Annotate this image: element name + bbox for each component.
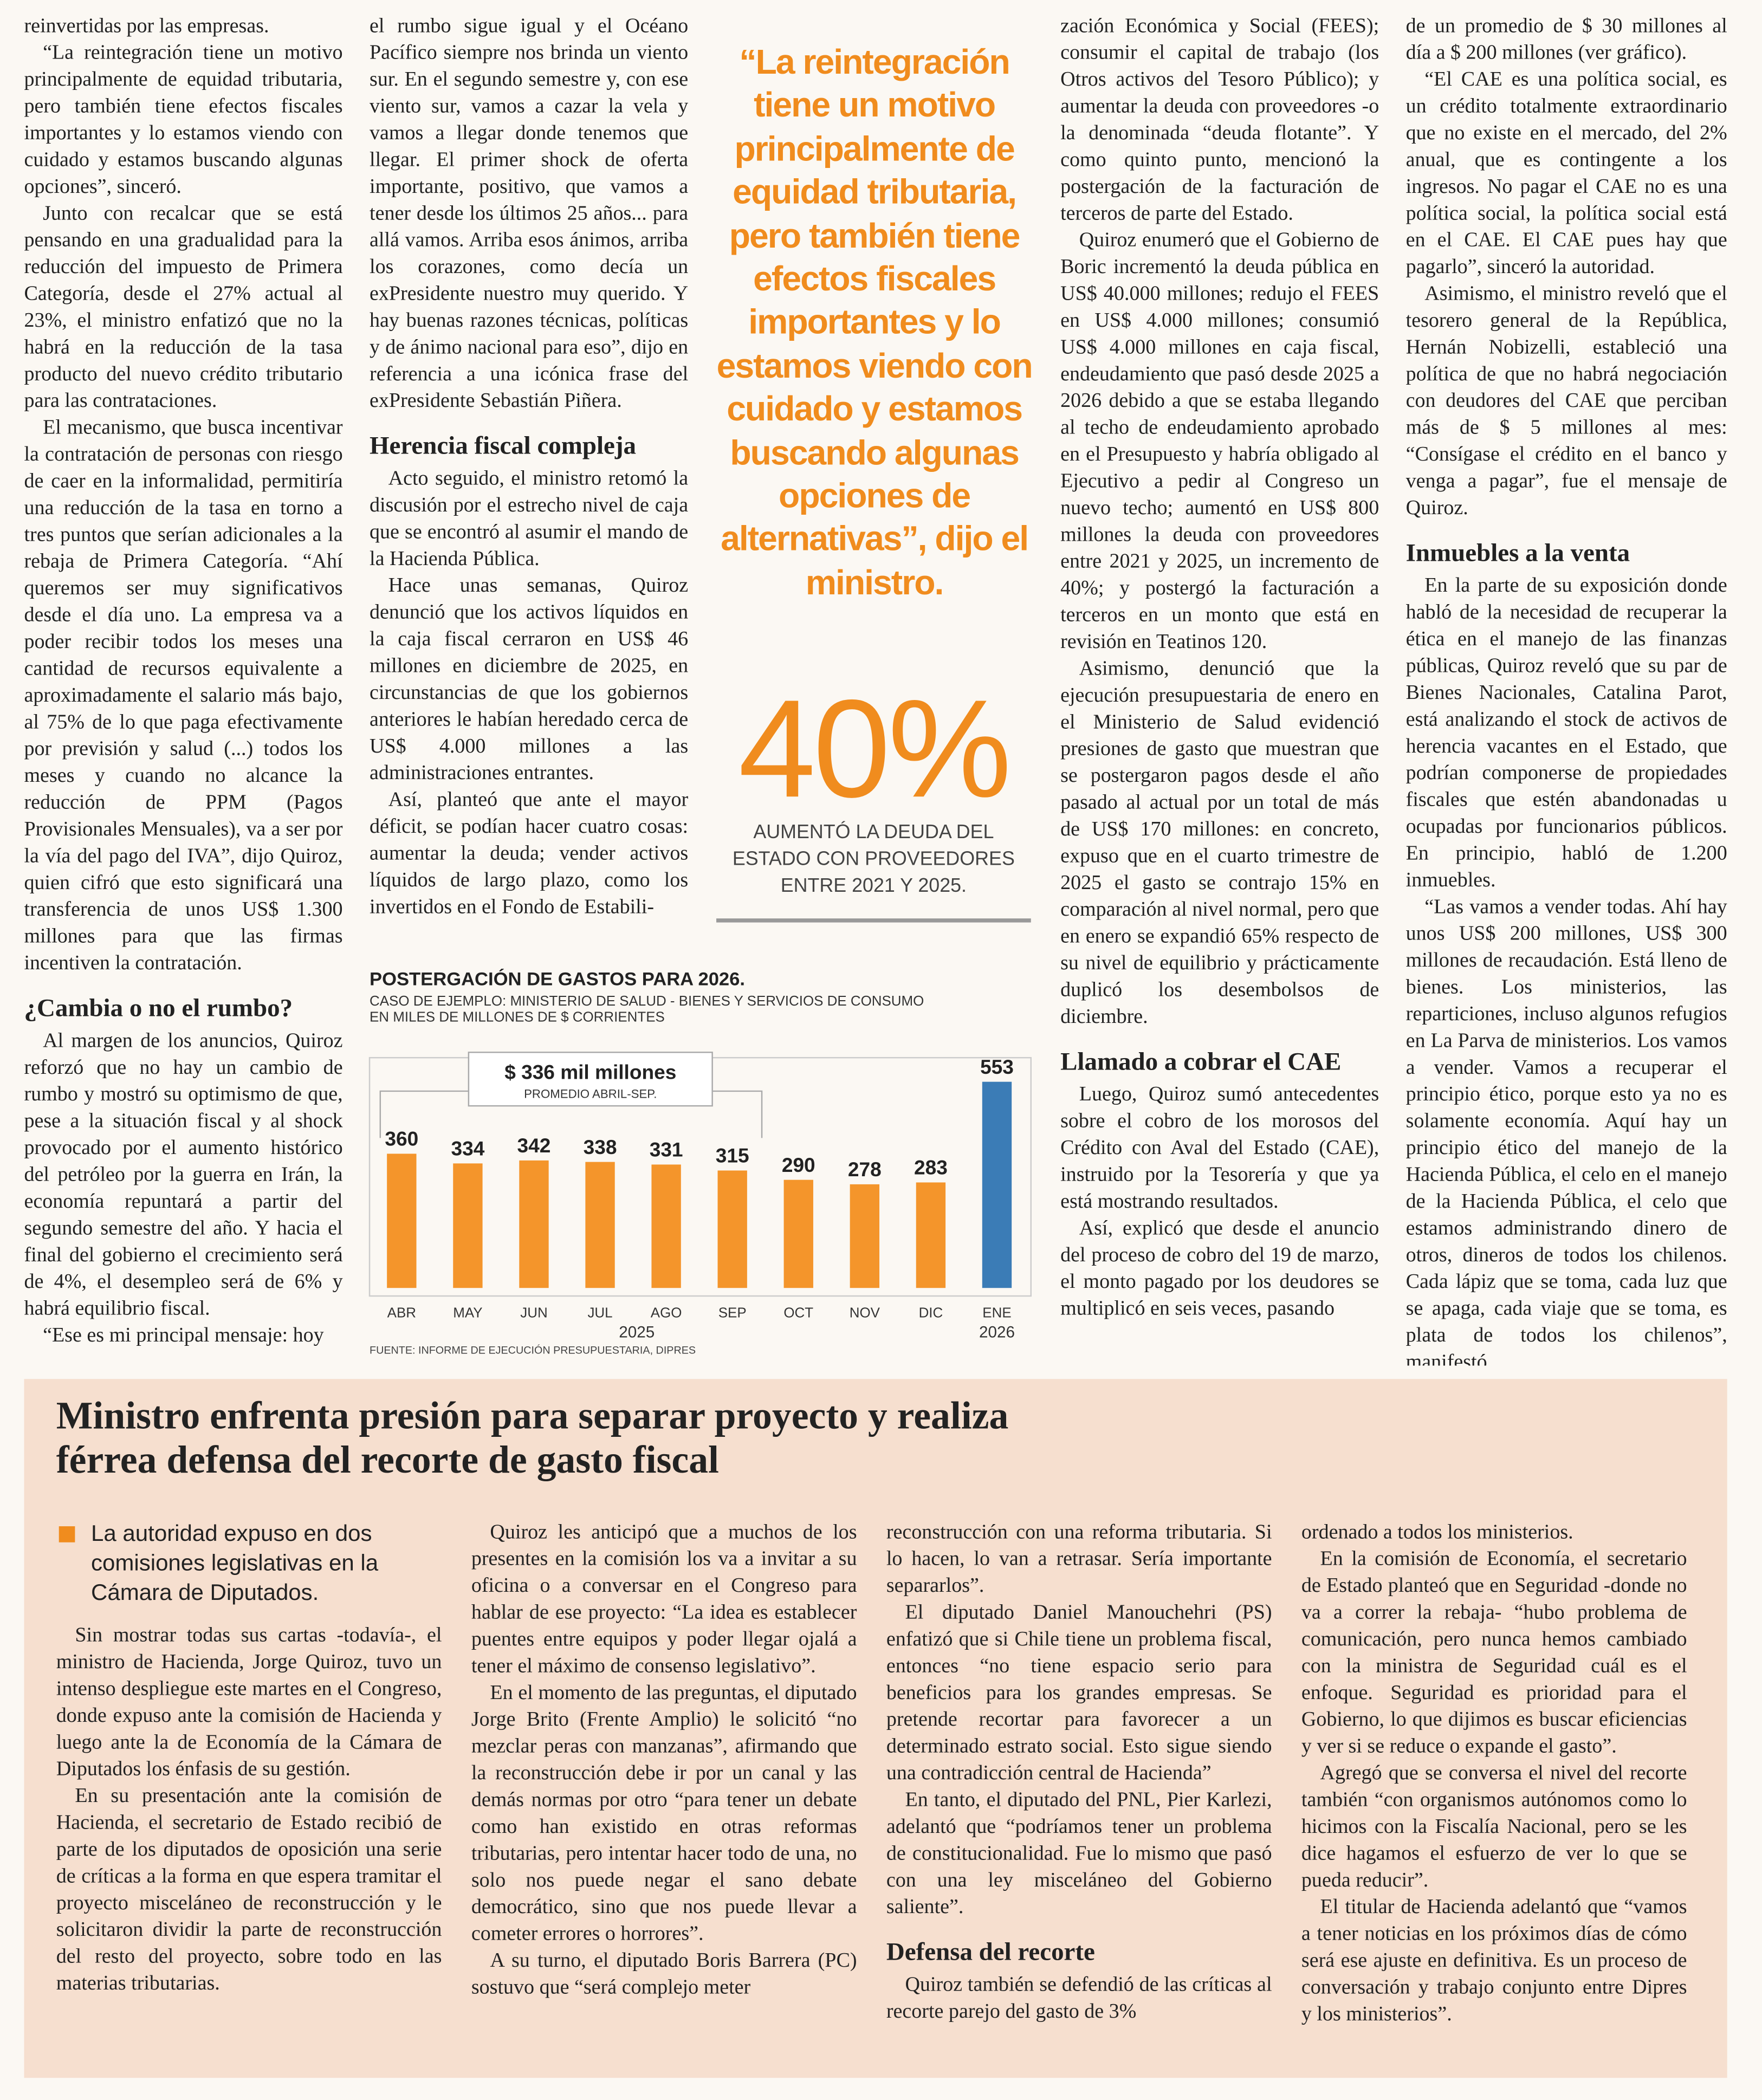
value-label: 342 (517, 1134, 551, 1157)
x-tick-label: OCT (783, 1306, 813, 1321)
paragraph: El titular de Hacienda adelantó que “vam… (1301, 1896, 1687, 2026)
paragraph: Sin mostrar todas sus cartas -todavía-, … (56, 1624, 442, 1781)
chart-title: POSTERGACIÓN DE GASTOS PARA 2026. (370, 968, 745, 990)
subheading: ¿Cambia o no el rumbo? (24, 995, 293, 1023)
value-label: 315 (716, 1144, 749, 1167)
x-tick-label: AGO (651, 1306, 682, 1321)
paragraph: Acto seguido, el ministro retomó la disc… (370, 467, 689, 571)
paragraph: Al margen de los anuncios, Quiroz reforz… (24, 1029, 343, 1320)
paragraph: el rumbo sigue igual y el Océano Pacífic… (370, 15, 689, 413)
article-lead: La autoridad expuso en dos comisiones le… (91, 1521, 379, 1605)
paragraph: “Ese es mi principal mensaje: hoy (43, 1324, 324, 1347)
text-column: Quiroz les anticipó que a muchos de los … (471, 1520, 857, 2071)
article-title: Ministro enfrenta presión para separar p… (56, 1395, 1009, 1482)
bar (850, 1184, 880, 1288)
paragraph: El diputado Daniel Manouchehri (PS) enfa… (886, 1601, 1272, 1785)
year-label: 2025 (619, 1324, 655, 1341)
subheading: Defensa del recorte (886, 1939, 1095, 1967)
paragraph: Así, explicó que desde el anuncio del pr… (1060, 1217, 1379, 1320)
text-column: Sin mostrar todas sus cartas -todavía-, … (56, 1623, 442, 2071)
chart-subtitle: EN MILES DE MILLONES DE $ CORRIENTES (370, 1009, 665, 1025)
highlight-figure: 40% (738, 672, 1012, 828)
paragraph: Agregó que se conversa el nivel del reco… (1301, 1761, 1687, 1892)
paragraph: Hace unas semanas, Quiroz denunció que l… (370, 574, 689, 785)
paragraph: En la parte de su exposición donde habló… (1405, 574, 1727, 892)
paragraph: Quiroz también se defendió de las crític… (886, 1973, 1272, 2023)
bullet (59, 1526, 75, 1542)
paragraph: zación Económica y Social (FEES); consum… (1060, 15, 1379, 225)
paragraph: En el momento de las preguntas, el diput… (471, 1681, 857, 1946)
paragraph: Junto con recalcar que se está pensando … (24, 202, 343, 413)
value-label: 334 (451, 1137, 484, 1160)
x-tick-label: JUL (587, 1306, 612, 1321)
text-column: reconstrucción con una reforma tributari… (886, 1520, 1272, 2071)
text-column: de un promedio de $ 30 millones al día a… (1405, 14, 1727, 1366)
value-label: 331 (650, 1138, 683, 1161)
paragraph: En la comisión de Economía, el secretari… (1301, 1547, 1687, 1758)
pull-quote: “La reintegración tiene un motivo princi… (716, 41, 1033, 602)
annotation-title: $ 336 mil millones (504, 1061, 676, 1084)
bar-chart: POSTERGACIÓN DE GASTOS PARA 2026. CASO DE… (368, 968, 1032, 1356)
year-label: 2026 (979, 1324, 1015, 1341)
annotation-subtitle: PROMEDIO ABRIL-SEP. (524, 1087, 657, 1100)
paragraph: Asimismo, denunció que la ejecución pres… (1060, 657, 1379, 1028)
chart-source: FUENTE: INFORME DE EJECUCIÓN PRESUPUESTA… (370, 1344, 696, 1356)
value-label: 360 (385, 1127, 418, 1150)
paragraph: A su turno, el diputado Boris Barrera (P… (471, 1949, 857, 1999)
value-label: 283 (914, 1156, 948, 1179)
paragraph: En su presentación ante la comisión de H… (56, 1784, 442, 1995)
paragraph: Quiroz les anticipó que a muchos de los … (471, 1521, 857, 1678)
article-box (24, 1379, 1727, 2078)
bar (982, 1081, 1012, 1288)
value-label: 290 (782, 1153, 815, 1176)
value-label: 338 (584, 1136, 617, 1158)
paragraph: En tanto, el diputado del PNL, Pier Karl… (886, 1788, 1272, 1919)
bar (916, 1182, 946, 1288)
subheading: Herencia fiscal compleja (370, 432, 637, 461)
paragraph: de un promedio de $ 30 millones al día a… (1405, 15, 1727, 64)
bar (717, 1170, 747, 1288)
x-tick-label: DIC (919, 1306, 943, 1321)
paragraph: “Las vamos a vender todas. Ahí hay unos … (1405, 896, 1727, 1366)
paragraph: reconstrucción con una reforma tributari… (886, 1521, 1272, 1598)
text-column: zación Económica y Social (FEES); consum… (1060, 14, 1379, 1366)
text-column: reinvertidas por las empresas. “La reinte… (24, 14, 342, 1366)
paragraph: “La reintegración tiene un motivo princi… (24, 41, 343, 198)
bar (453, 1163, 483, 1288)
x-tick-label: JUN (520, 1306, 547, 1321)
paragraph: reinvertidas por las empresas. (24, 15, 269, 38)
annotation-box (468, 1052, 713, 1107)
x-tick-label: MAY (453, 1306, 482, 1321)
chart-subtitle: CASO DE EJEMPLO: MINISTERIO DE SALUD - B… (370, 994, 924, 1009)
bar (651, 1164, 681, 1288)
text-column: el rumbo sigue igual y el Océano Pacífic… (370, 14, 688, 937)
text-column: ordenado a todos los ministerios. En la c… (1301, 1520, 1687, 2071)
value-label: 553 (980, 1055, 1014, 1078)
paragraph: Luego, Quiroz sumó antecedentes sobre el… (1060, 1083, 1379, 1213)
x-tick-label: ENE (982, 1306, 1011, 1321)
x-tick-label: NOV (850, 1306, 880, 1321)
x-tick-label: ABR (387, 1306, 416, 1321)
paragraph: ordenado a todos los ministerios. (1301, 1521, 1573, 1544)
paragraph: Así, planteó que ante el mayor déficit, … (370, 788, 689, 919)
subheading: Llamado a cobrar el CAE (1060, 1048, 1342, 1077)
bar (585, 1162, 615, 1288)
x-tick-label: SEP (718, 1306, 747, 1321)
highlight-caption: AUMENTÓ LA DEUDA DEL ESTADO CON PROVEEDO… (732, 822, 1015, 897)
bar (519, 1160, 549, 1288)
paragraph: “El CAE es una política social, es un cr… (1405, 68, 1727, 278)
bar (387, 1153, 417, 1288)
paragraph: Quiroz enumeró que el Gobierno de Boric … (1060, 229, 1379, 653)
bar (783, 1179, 813, 1288)
paragraph: El mecanismo, que busca incentivar la co… (24, 416, 343, 975)
value-label: 278 (848, 1158, 882, 1181)
subheading: Inmuebles a la venta (1405, 539, 1630, 568)
divider (716, 918, 1031, 923)
paragraph: Asimismo, el ministro reveló que el teso… (1405, 282, 1727, 520)
